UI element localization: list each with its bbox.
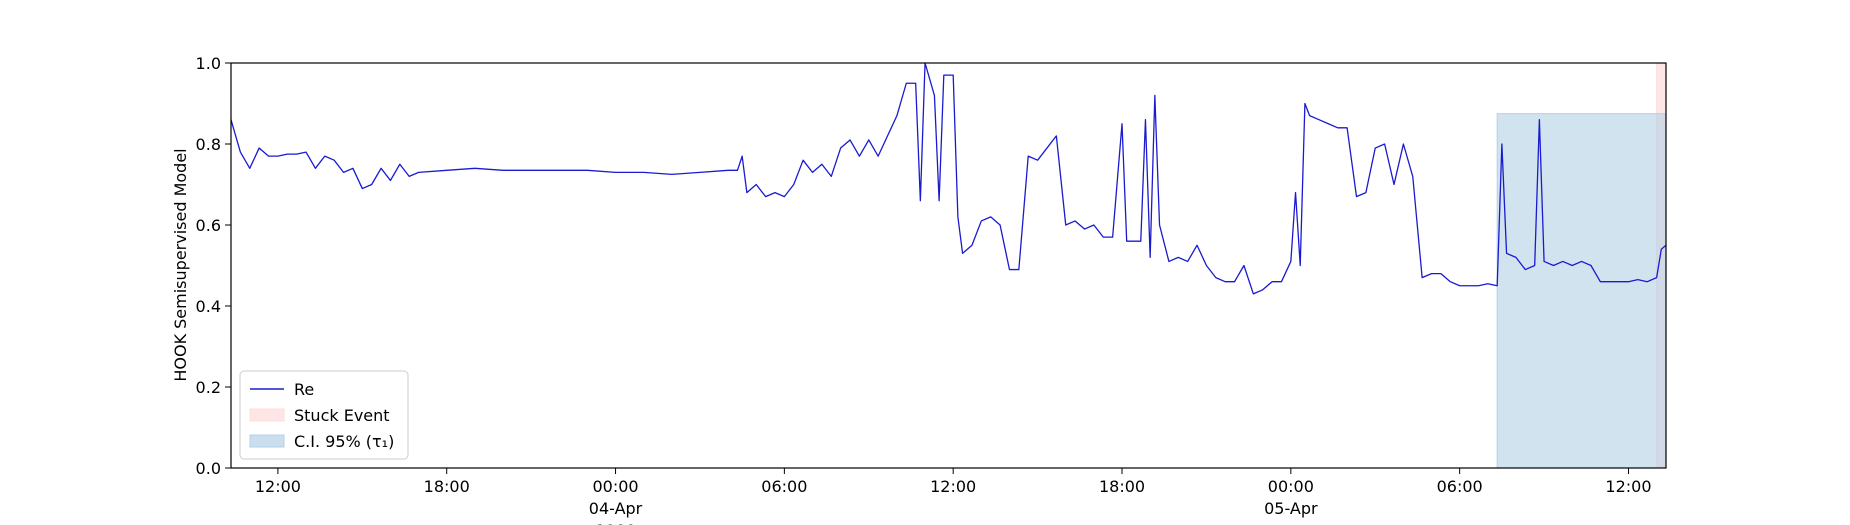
legend-label: C.I. 95% (τ₁) xyxy=(294,432,394,451)
x-tick-label: 12:00 xyxy=(930,477,976,496)
x-tick-label: 06:00 xyxy=(761,477,807,496)
span-region xyxy=(1496,113,1667,469)
y-axis-label: HOOK Semisupervised Model xyxy=(171,148,190,381)
x-tick-label: 12:00 xyxy=(255,477,301,496)
y-tick-label: 0.4 xyxy=(196,297,221,316)
y-tick-label: 1.0 xyxy=(196,54,221,73)
legend-label: Stuck Event xyxy=(294,406,390,425)
x-tick-label: 18:00 xyxy=(424,477,470,496)
axes-frame xyxy=(230,62,1667,469)
x-tick-label: 18:00 xyxy=(1099,477,1145,496)
x-tick-label: 00:00 05-Apr xyxy=(1264,477,1318,518)
data-line xyxy=(230,62,1667,295)
x-tick-label: 06:00 xyxy=(1437,477,1483,496)
legend-label: Re xyxy=(294,380,314,399)
y-tick-label: 0.8 xyxy=(196,135,221,154)
y-tick-label: 0.2 xyxy=(196,378,221,397)
legend-patch xyxy=(249,408,285,422)
x-tick-label: 12:00 xyxy=(1605,477,1651,496)
y-tick-label: 0.0 xyxy=(196,459,221,478)
y-tick-label: 0.6 xyxy=(196,216,221,235)
legend-patch xyxy=(249,434,285,448)
